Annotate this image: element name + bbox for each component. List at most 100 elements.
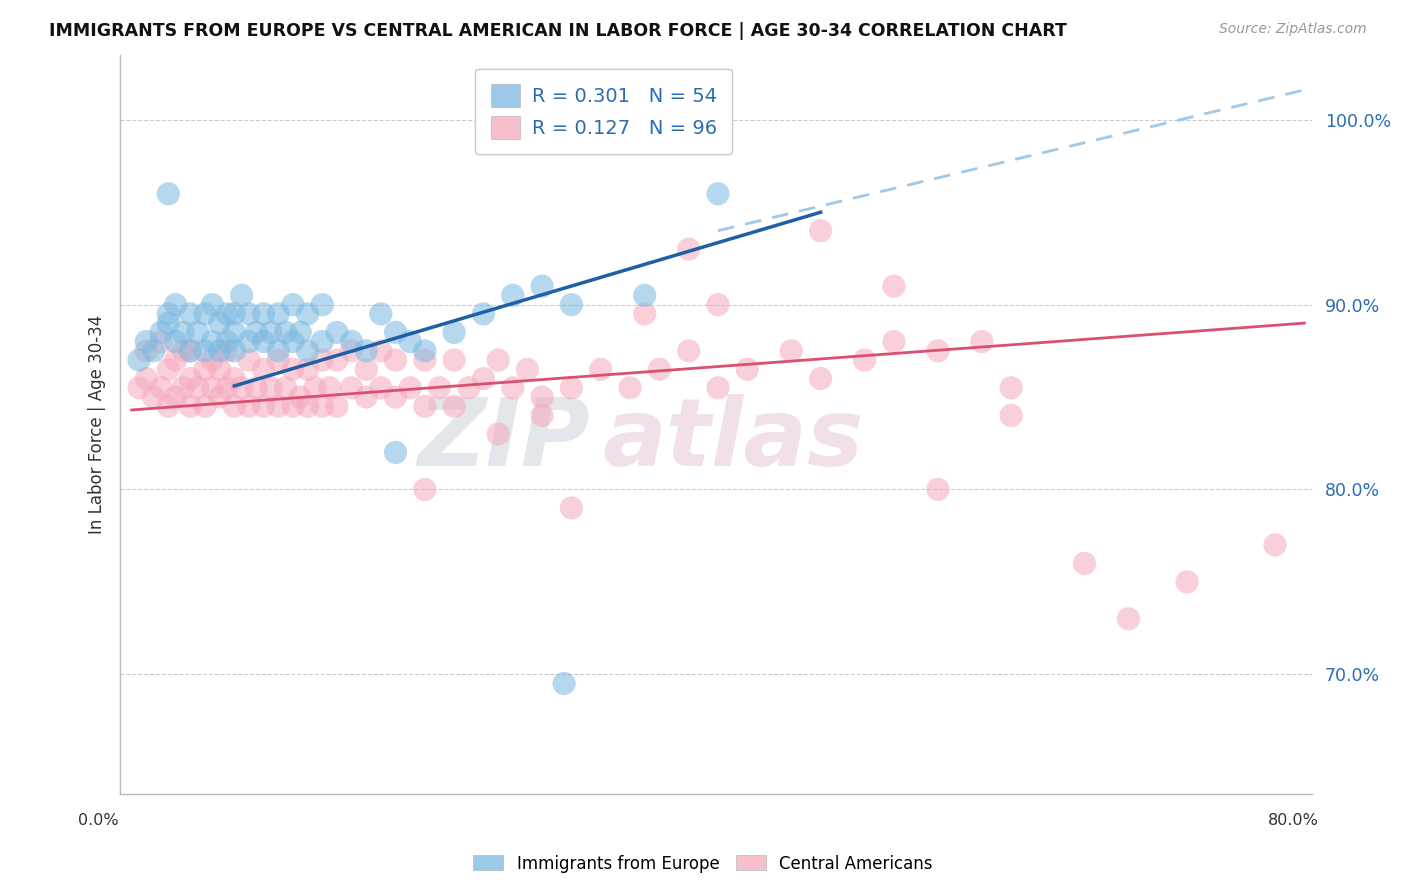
Point — [486, 353, 509, 368]
Point — [634, 288, 657, 302]
Point — [179, 307, 201, 321]
Point — [194, 307, 217, 321]
Point — [399, 334, 422, 349]
Point — [208, 390, 231, 404]
Point — [208, 316, 231, 330]
Point — [135, 371, 157, 385]
Point — [165, 353, 187, 368]
Point — [384, 353, 406, 368]
Point — [443, 353, 465, 368]
Point — [927, 483, 949, 497]
Point — [208, 343, 231, 358]
Point — [128, 381, 150, 395]
Point — [149, 326, 172, 340]
Point — [172, 343, 194, 358]
Point — [281, 334, 304, 349]
Point — [231, 381, 253, 395]
Point — [252, 334, 274, 349]
Point — [531, 390, 554, 404]
Point — [215, 307, 238, 321]
Point — [135, 343, 157, 358]
Point — [187, 381, 209, 395]
Point — [252, 362, 274, 376]
Point — [340, 381, 363, 395]
Point — [290, 326, 312, 340]
Point — [238, 399, 260, 413]
Point — [281, 362, 304, 376]
Point — [281, 399, 304, 413]
Text: 80.0%: 80.0% — [1268, 813, 1319, 828]
Point — [252, 307, 274, 321]
Point — [165, 334, 187, 349]
Point — [780, 343, 803, 358]
Point — [201, 381, 224, 395]
Point — [165, 390, 187, 404]
Point — [142, 343, 165, 358]
Point — [311, 298, 333, 312]
Text: ZIP: ZIP — [418, 393, 591, 485]
Point — [297, 343, 319, 358]
Point — [970, 334, 993, 349]
Point — [810, 371, 832, 385]
Legend: Immigrants from Europe, Central Americans: Immigrants from Europe, Central American… — [467, 848, 939, 880]
Point — [707, 298, 730, 312]
Point — [853, 353, 876, 368]
Point — [326, 399, 349, 413]
Point — [245, 326, 267, 340]
Point — [201, 334, 224, 349]
Point — [224, 307, 246, 321]
Point — [201, 298, 224, 312]
Point — [413, 399, 436, 413]
Point — [142, 390, 165, 404]
Point — [215, 381, 238, 395]
Point — [267, 343, 290, 358]
Point — [128, 353, 150, 368]
Point — [179, 399, 201, 413]
Point — [883, 279, 905, 293]
Point — [281, 298, 304, 312]
Point — [290, 390, 312, 404]
Point — [384, 326, 406, 340]
Point — [1118, 612, 1140, 626]
Point — [245, 381, 267, 395]
Point — [157, 186, 180, 201]
Point — [354, 343, 377, 358]
Point — [238, 334, 260, 349]
Point — [304, 381, 326, 395]
Point — [297, 307, 319, 321]
Point — [135, 334, 157, 349]
Point — [149, 334, 172, 349]
Point — [457, 381, 479, 395]
Point — [187, 326, 209, 340]
Point — [238, 353, 260, 368]
Point — [443, 326, 465, 340]
Point — [384, 390, 406, 404]
Point — [354, 390, 377, 404]
Point — [413, 483, 436, 497]
Point — [172, 381, 194, 395]
Point — [560, 500, 582, 515]
Point — [678, 343, 700, 358]
Point — [472, 307, 495, 321]
Point — [215, 343, 238, 358]
Point — [553, 676, 575, 690]
Legend: R = 0.301   N = 54, R = 0.127   N = 96: R = 0.301 N = 54, R = 0.127 N = 96 — [475, 69, 733, 154]
Point — [1000, 381, 1022, 395]
Point — [311, 353, 333, 368]
Point — [326, 353, 349, 368]
Point — [224, 371, 246, 385]
Point — [179, 343, 201, 358]
Point — [810, 224, 832, 238]
Point — [370, 343, 392, 358]
Point — [194, 399, 217, 413]
Point — [340, 334, 363, 349]
Point — [252, 399, 274, 413]
Point — [260, 381, 283, 395]
Point — [267, 399, 290, 413]
Point — [194, 343, 217, 358]
Point — [443, 399, 465, 413]
Point — [172, 326, 194, 340]
Point — [707, 381, 730, 395]
Point — [208, 362, 231, 376]
Point — [560, 298, 582, 312]
